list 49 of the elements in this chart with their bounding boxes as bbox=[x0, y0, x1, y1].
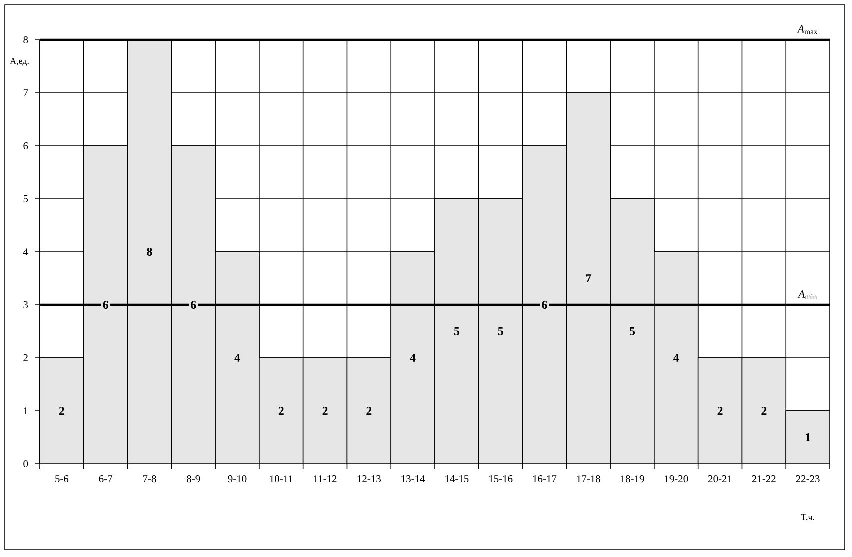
x-tick-label: 22-23 bbox=[796, 476, 820, 483]
y-tick-label: 0 bbox=[24, 460, 28, 468]
y-tick-label: 6 bbox=[24, 142, 28, 150]
x-tick-label: 12-13 bbox=[358, 476, 381, 483]
data-label: 4 bbox=[234, 354, 240, 362]
y-axis-title: A,ед. bbox=[10, 58, 29, 66]
data-label: 4 bbox=[410, 354, 416, 362]
x-tick-label: 9-10 bbox=[228, 476, 247, 483]
data-label: 2 bbox=[762, 407, 767, 415]
x-axis-title: T,ч. bbox=[801, 514, 814, 522]
y-tick-label: 1 bbox=[24, 408, 28, 414]
x-tick-label: 7-8 bbox=[143, 476, 156, 483]
data-label: 5 bbox=[498, 328, 504, 336]
y-tick-label: 3 bbox=[24, 301, 28, 309]
data-label: 2 bbox=[278, 407, 284, 415]
y-tick-label: 4 bbox=[23, 248, 28, 256]
data-label: 1 bbox=[806, 434, 810, 442]
ref-line-label: A$_{max}$ bbox=[797, 26, 818, 34]
x-tick-label: 14-15 bbox=[446, 476, 469, 483]
x-tick-label: 20-21 bbox=[708, 476, 732, 483]
y-tick-label: 2 bbox=[24, 354, 28, 362]
data-label: 5 bbox=[630, 328, 636, 336]
x-tick-label: 16-17 bbox=[533, 476, 557, 483]
y-tick-label: 7 bbox=[24, 90, 28, 96]
data-label: 5 bbox=[454, 328, 460, 336]
x-tick-label: 21-22 bbox=[752, 476, 776, 482]
x-tick-label: 10-11 bbox=[270, 476, 293, 483]
ref-line-label: A$_{min}$ bbox=[798, 290, 818, 300]
y-tick-label: 5 bbox=[24, 196, 28, 202]
data-label: 6 bbox=[103, 300, 108, 310]
data-label: 6 bbox=[542, 300, 548, 310]
data-label: 6 bbox=[191, 300, 196, 310]
x-tick-label: 8-9 bbox=[187, 476, 200, 483]
data-label: 2 bbox=[718, 407, 723, 415]
x-tick-label: 6-7 bbox=[99, 476, 112, 483]
x-tick-label: 5-6 bbox=[56, 476, 69, 483]
x-tick-label: 11-12 bbox=[314, 476, 337, 482]
data-label: 2 bbox=[322, 407, 328, 415]
x-tick-label: 15-16 bbox=[490, 476, 513, 483]
data-label: 2 bbox=[59, 407, 64, 415]
data-label: 2 bbox=[366, 407, 372, 415]
x-tick-label: 17-18 bbox=[577, 476, 600, 483]
y-tick-label: 8 bbox=[24, 36, 28, 44]
x-tick-label: 18-19 bbox=[621, 476, 644, 483]
data-label: 8 bbox=[147, 248, 152, 256]
data-label: 7 bbox=[586, 274, 592, 282]
data-label: 4 bbox=[674, 354, 680, 362]
x-tick-label: 19-20 bbox=[665, 476, 688, 483]
x-tick-label: 13-14 bbox=[402, 476, 426, 483]
